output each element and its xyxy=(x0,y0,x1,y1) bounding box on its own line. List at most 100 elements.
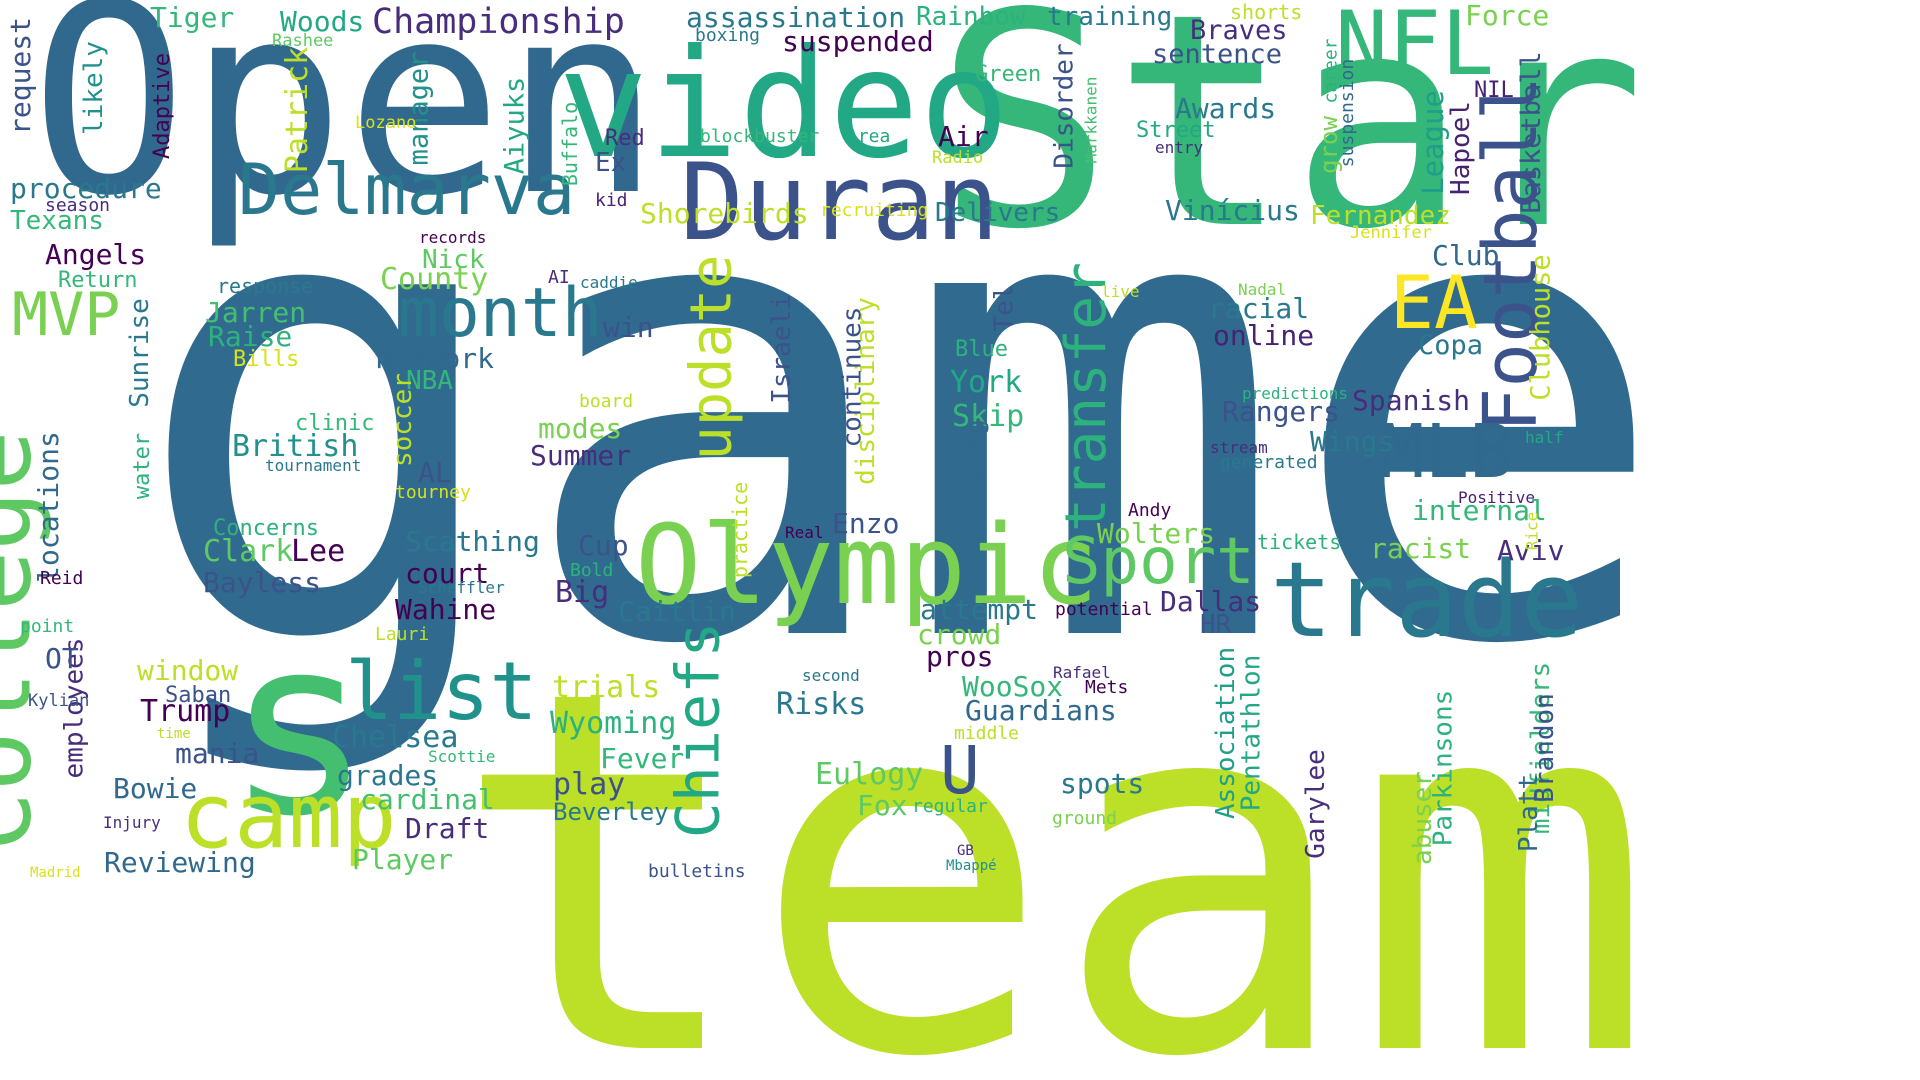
word: Caitlin xyxy=(618,595,737,628)
word: pros xyxy=(926,640,994,673)
word: Player xyxy=(352,843,454,876)
word: soccer xyxy=(387,373,418,467)
word: OT xyxy=(45,642,79,675)
word: Cup xyxy=(578,529,629,562)
word: British xyxy=(232,429,359,464)
word: Markkanen xyxy=(1081,76,1101,164)
word: continues xyxy=(837,306,868,448)
word: suspension xyxy=(1337,58,1359,168)
word: potential xyxy=(1055,599,1153,620)
word: time xyxy=(157,726,191,742)
word: Green xyxy=(975,62,1042,87)
word: Fernandez xyxy=(1310,201,1451,231)
word: Angels xyxy=(45,238,147,271)
word: Bowie xyxy=(113,772,198,805)
word: Dallas xyxy=(1160,585,1262,618)
word: second xyxy=(802,666,860,685)
word: NBA xyxy=(406,366,453,396)
word: online xyxy=(1213,319,1315,352)
word: Delmarva xyxy=(238,149,576,231)
word: County xyxy=(380,262,489,297)
word: Reviewing xyxy=(104,846,256,879)
word: locations xyxy=(31,431,65,583)
word: tourney xyxy=(395,482,471,503)
word: Force xyxy=(1465,0,1550,32)
word: court xyxy=(405,557,490,590)
word: Rashee xyxy=(272,31,334,51)
word: abuser xyxy=(1407,771,1438,865)
word: Sport xyxy=(1062,525,1255,599)
word: Championship xyxy=(372,2,625,42)
word: stream xyxy=(1210,438,1268,457)
word: entry xyxy=(1155,138,1204,157)
word: Nick xyxy=(422,245,485,275)
word: MLB xyxy=(1380,409,1514,495)
word: racial xyxy=(1208,292,1310,325)
word: recruiting xyxy=(820,200,929,221)
word: board xyxy=(579,391,634,412)
word: Israeli xyxy=(766,294,797,404)
word: York xyxy=(950,365,1023,400)
word: sentence xyxy=(1152,39,1283,70)
word: Mets xyxy=(1085,677,1129,698)
word: procedure xyxy=(10,172,162,205)
word: Wahine xyxy=(395,593,497,626)
word: trials xyxy=(552,670,661,705)
word: live xyxy=(1101,282,1140,301)
word: Scottie xyxy=(428,747,496,766)
word: practice xyxy=(728,481,753,579)
word: Disorder xyxy=(1049,43,1080,169)
word: month xyxy=(398,274,603,353)
word: regular xyxy=(912,796,988,817)
word: middle xyxy=(954,723,1020,744)
word: Real xyxy=(785,523,824,542)
word: Jarren xyxy=(205,296,307,329)
word: predictions xyxy=(1242,384,1348,403)
word: Eulogy xyxy=(815,757,924,792)
word: Ex xyxy=(595,148,627,178)
word: Jennifer xyxy=(1350,223,1432,243)
word: AL xyxy=(418,456,452,489)
word: request xyxy=(4,16,38,136)
word: Bayless xyxy=(203,566,322,599)
word: mania xyxy=(175,737,260,770)
word: Draft xyxy=(405,812,490,845)
word: Trump xyxy=(140,694,231,729)
word: half xyxy=(1525,428,1564,447)
word: attempt xyxy=(920,593,1039,626)
word: Association xyxy=(1211,646,1242,820)
word: Network xyxy=(376,342,495,375)
word: Concerns xyxy=(213,516,319,541)
word: Skip xyxy=(952,399,1025,434)
word: Shorebirds xyxy=(640,197,809,230)
word: Garylee xyxy=(1300,749,1331,859)
word: Wolters xyxy=(1097,517,1216,550)
word: point xyxy=(20,616,75,637)
word: Bills xyxy=(233,347,300,372)
word: Hapoel xyxy=(1445,101,1476,195)
word: team xyxy=(450,584,1655,1080)
word: Rice xyxy=(1522,511,1542,551)
word: Braves xyxy=(1190,15,1288,46)
word: Lee xyxy=(291,534,346,569)
word: Madrid xyxy=(30,865,81,881)
word: MVP xyxy=(12,280,121,350)
word: response xyxy=(217,274,314,298)
word: blockbuster xyxy=(700,126,820,147)
word: Summer xyxy=(530,439,632,472)
word: Wyoming xyxy=(550,706,677,741)
word: Lozano xyxy=(355,113,417,133)
word: Raise xyxy=(208,320,293,353)
word: internal xyxy=(1412,494,1547,527)
word: Brandon xyxy=(1529,693,1560,803)
word: training xyxy=(1047,2,1173,32)
word: water xyxy=(130,432,156,500)
word: records xyxy=(419,228,487,247)
word: Saban xyxy=(165,683,232,708)
word: Kylian xyxy=(28,691,90,711)
word: Fox xyxy=(857,789,908,822)
word: spots xyxy=(1060,767,1145,800)
word: Positive xyxy=(1458,488,1536,507)
word: Reid xyxy=(40,568,84,589)
word: Open xyxy=(30,0,661,253)
